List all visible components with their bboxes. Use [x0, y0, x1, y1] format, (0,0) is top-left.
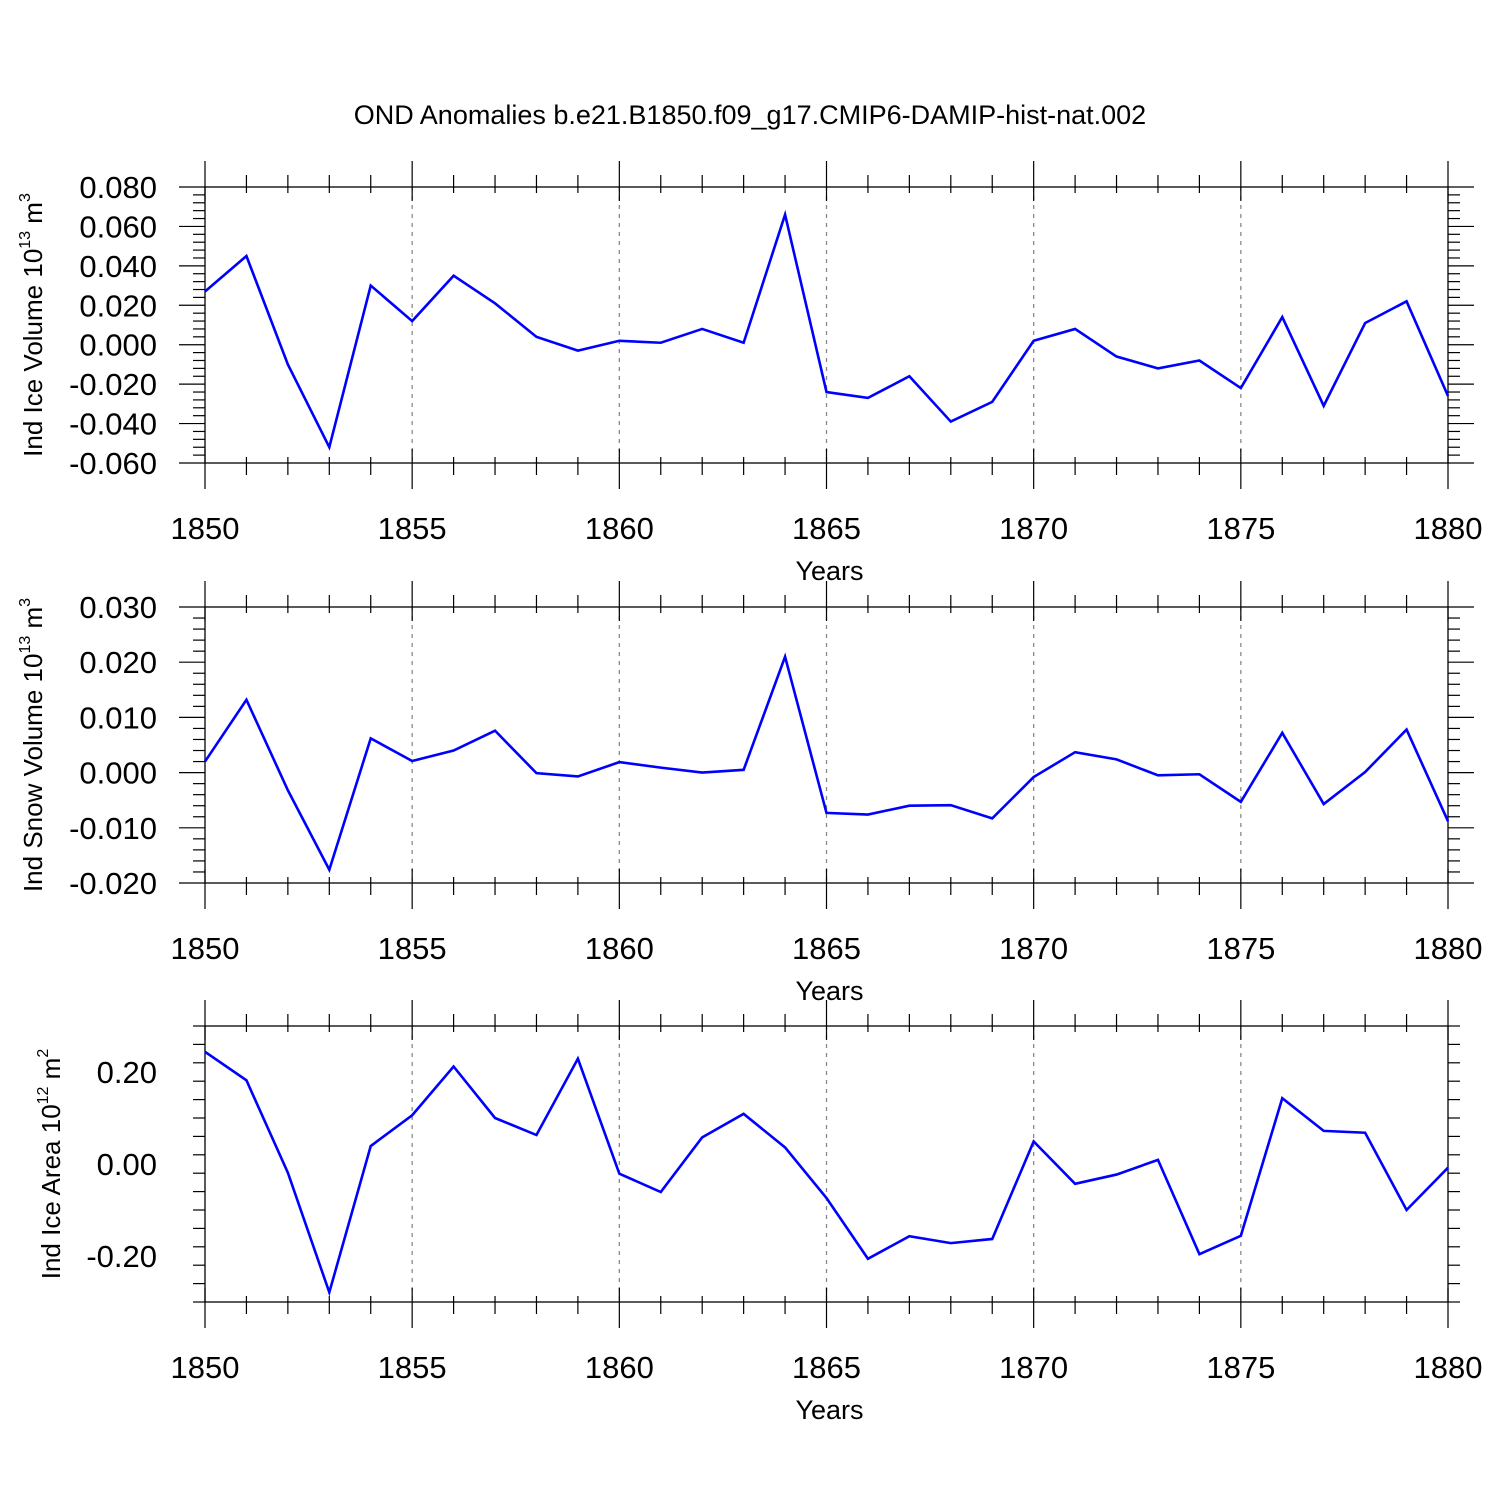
y-tick-label: 0.080	[79, 170, 157, 205]
x-tick-label: 1870	[999, 511, 1068, 546]
y-tick-label: 0.20	[97, 1055, 157, 1090]
y-tick-label: 0.020	[79, 288, 157, 323]
y-tick-label: -0.040	[69, 407, 157, 442]
y-tick-label: 0.000	[79, 756, 157, 791]
x-tick-label: 1860	[585, 931, 654, 966]
y-tick-label: 0.010	[79, 700, 157, 735]
y-axis-label-ylabel-unit: m	[18, 607, 48, 636]
panel-1: 0.080 0.060 0.040 0.020 0.000 -0.020 -0.040 -0.…	[17, 161, 1482, 586]
x-tick-label: 1875	[1206, 1350, 1275, 1385]
x-tick-label: 1860	[585, 511, 654, 546]
y-tick-label: -0.020	[69, 866, 157, 901]
y-axis-label-ylabel-unit: m	[18, 202, 48, 231]
y-tick-label: 0.040	[79, 249, 157, 284]
x-tick-label: 1875	[1206, 511, 1275, 546]
y-axis-label-ylabel: Ind Ice Volume 10	[18, 249, 48, 457]
y-axis-label-ylabel-exp: 13	[17, 231, 34, 249]
x-tick-label: 1870	[999, 931, 1068, 966]
x-tick-label: 1850	[171, 511, 240, 546]
y-axis-label-ylabel-unit-exp: 3	[17, 598, 34, 607]
x-tick-label: 1860	[585, 1350, 654, 1385]
x-axis-label: Years	[795, 976, 863, 1006]
y-axis-label-ylabel-exp: 13	[17, 636, 34, 654]
y-axis-label: Ind Ice Volume 1013 m3	[17, 193, 48, 457]
y-tick-label: 0.000	[79, 328, 157, 363]
y-axis-label-ylabel-exp: 12	[35, 1086, 52, 1104]
y-axis-label-ylabel: Ind Ice Area 10	[36, 1104, 66, 1279]
x-tick-label: 1865	[792, 931, 861, 966]
y-axis-label: Ind Ice Area 1012 m2	[35, 1049, 66, 1280]
y-tick-label: -0.20	[86, 1239, 157, 1274]
y-tick-label: 0.030	[79, 590, 157, 625]
y-axis-label-ylabel: Ind Snow Volume 10	[18, 654, 48, 893]
x-tick-label: 1855	[378, 1350, 447, 1385]
series-line	[203, 652, 1450, 874]
series-line	[204, 209, 1450, 451]
x-tick-label: 1865	[792, 1350, 861, 1385]
y-tick-label: 0.00	[97, 1147, 157, 1182]
y-axis-label-ylabel-unit-exp: 3	[17, 193, 34, 202]
x-tick-label: 1855	[378, 931, 447, 966]
y-tick-label: -0.060	[69, 446, 157, 481]
y-axis-label: Ind Snow Volume 1013 m3	[17, 598, 48, 892]
x-axis-label: Years	[795, 556, 863, 586]
x-tick-label: 1880	[1414, 1350, 1483, 1385]
y-tick-label: 0.020	[79, 645, 157, 680]
chart-panels: 0.080 0.060 0.040 0.020 0.000 -0.020 -0.040 -0.…	[17, 161, 1482, 1425]
y-tick-label: 0.060	[79, 209, 157, 244]
x-tick-label: 1875	[1206, 931, 1275, 966]
x-tick-label: 1855	[378, 511, 447, 546]
series-line	[204, 1050, 1449, 1297]
panel-2: 0.030 0.020 0.010 0.000 -0.010 -0.020 1850 1855…	[17, 581, 1482, 1006]
panel-3: 0.20 0.00 -0.20 1850 1855 1860 1865 1870 1875 188…	[35, 1000, 1482, 1425]
x-tick-label: 1870	[999, 1350, 1068, 1385]
y-tick-label: -0.020	[69, 367, 157, 402]
x-axis-label: Years	[795, 1395, 863, 1425]
y-axis-label-ylabel-unit: m	[36, 1058, 66, 1087]
x-tick-label: 1880	[1414, 511, 1483, 546]
x-tick-label: 1850	[171, 1350, 240, 1385]
x-tick-label: 1850	[171, 931, 240, 966]
x-tick-label: 1865	[792, 511, 861, 546]
x-tick-label: 1880	[1414, 931, 1483, 966]
y-axis-label-ylabel-unit-exp: 2	[35, 1049, 52, 1058]
y-tick-label: -0.010	[69, 811, 157, 846]
figure-title: OND Anomalies b.e21.B1850.f09_g17.CMIP6-…	[354, 100, 1146, 130]
